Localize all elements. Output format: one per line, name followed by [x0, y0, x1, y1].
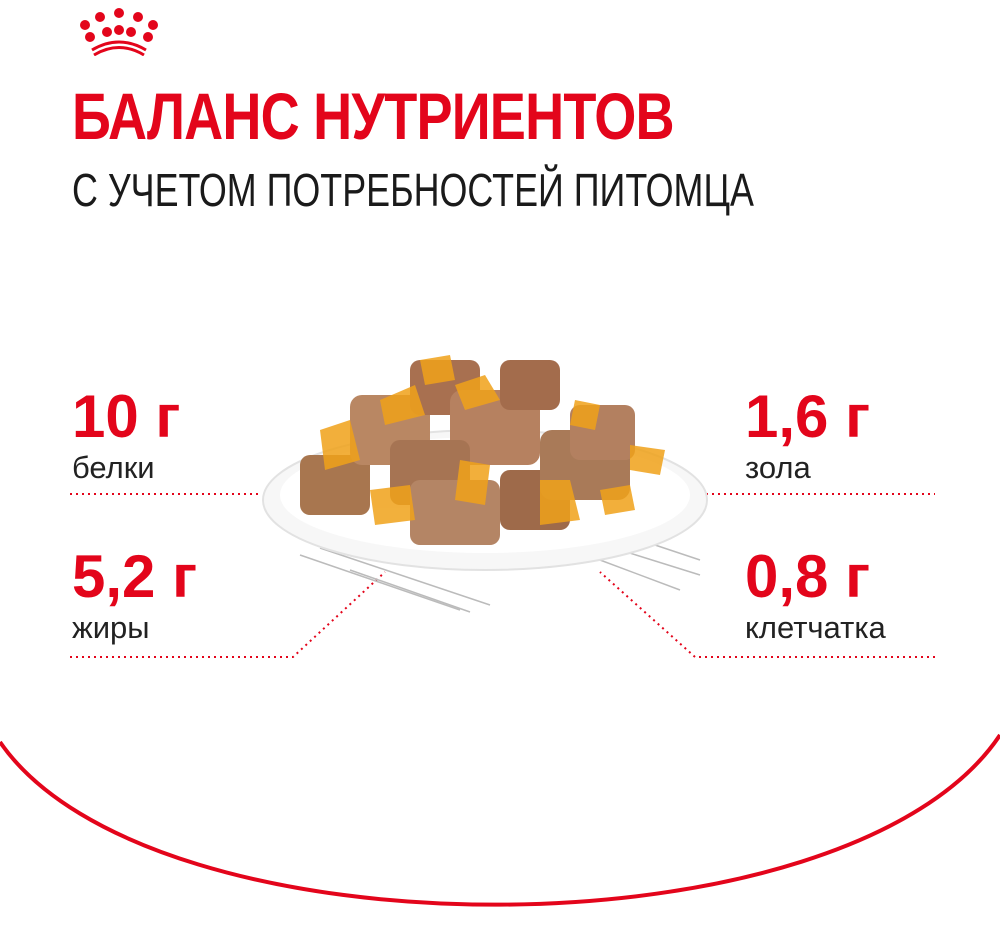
red-arc	[0, 733, 1000, 907]
page-subtitle: С УЧЕТОМ ПОТРЕБНОСТЕЙ ПИТОМЦА	[72, 164, 754, 216]
protein-value: 10 г	[72, 383, 181, 450]
royal-crown-logo-icon	[80, 8, 158, 56]
food-plate-image	[262, 355, 708, 613]
protein-label: белки	[72, 450, 155, 485]
leader-line-fat	[70, 571, 386, 658]
ash-value: 1,6 г	[745, 383, 871, 450]
fat-label: жиры	[72, 610, 150, 645]
ash-label: зола	[745, 450, 811, 485]
page-title: БАЛАНС НУТРИЕНТОВ	[72, 79, 675, 153]
leader-line-fiber	[599, 571, 935, 658]
fiber-label: клетчатка	[745, 610, 886, 645]
fat-value: 5,2 г	[72, 543, 198, 610]
fiber-value: 0,8 г	[745, 543, 871, 610]
